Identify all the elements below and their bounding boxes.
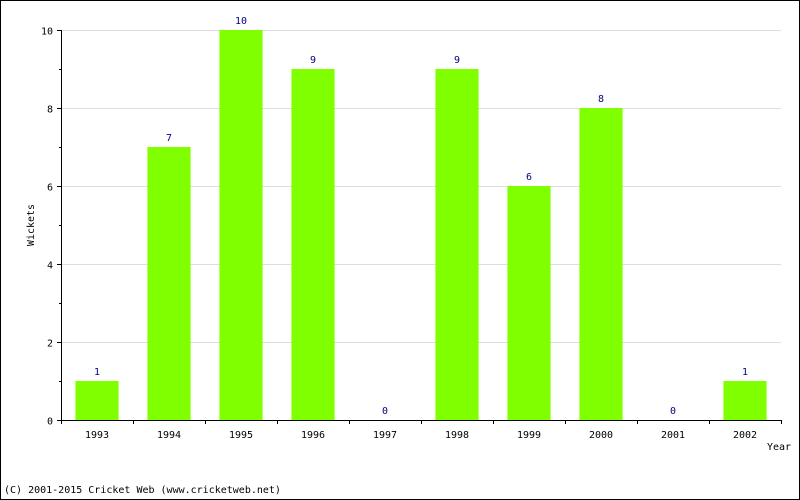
x-tick-label-1995: 1995 (229, 430, 253, 441)
y-tick-label-0: 0 (47, 417, 53, 428)
value-label-2001: 0 (670, 406, 676, 417)
x-tick-label-2000: 2000 (589, 430, 613, 441)
bar-1998 (435, 69, 479, 420)
x-ticks: 1993 1994 1995 1996 1997 1998 1999 2000 2001 2002 (85, 420, 782, 441)
bar-2000 (579, 108, 623, 420)
x-tick-label-1994: 1994 (157, 430, 181, 441)
value-label-2000: 8 (598, 94, 604, 105)
value-label-1997: 0 (382, 406, 388, 417)
y-tick-label-8: 8 (47, 105, 53, 116)
x-tick-label-1999: 1999 (517, 430, 541, 441)
bar-1999 (507, 186, 551, 420)
x-tick-label-1996: 1996 (301, 430, 325, 441)
value-labels: 1 7 10 9 0 9 6 8 0 1 (94, 16, 748, 417)
x-tick-label-2001: 2001 (661, 430, 685, 441)
copyright-footer: (C) 2001-2015 Cricket Web (www.cricketwe… (4, 485, 281, 496)
x-tick-label-1993: 1993 (85, 430, 109, 441)
bar-1996 (291, 69, 335, 420)
value-label-1994: 7 (166, 133, 172, 144)
value-label-1993: 1 (94, 367, 100, 378)
value-label-1995: 10 (235, 16, 247, 27)
bar-1994 (147, 147, 191, 420)
x-axis-title: Year (767, 442, 791, 453)
y-tick-label-4: 4 (47, 261, 53, 272)
value-label-1996: 9 (310, 55, 316, 66)
bar-1993 (75, 381, 119, 420)
y-tick-label-6: 6 (47, 183, 53, 194)
x-tick-label-1997: 1997 (373, 430, 397, 441)
y-axis-title: Wickets (26, 204, 37, 246)
y-tick-label-2: 2 (47, 339, 53, 350)
bar-2002 (723, 381, 767, 420)
x-tick-label-1998: 1998 (445, 430, 469, 441)
bar-1995 (219, 30, 263, 420)
value-label-1998: 9 (454, 55, 460, 66)
bars (75, 30, 767, 420)
value-label-1999: 6 (526, 172, 532, 183)
x-tick-label-2002: 2002 (733, 430, 757, 441)
y-tick-label-10: 10 (41, 27, 53, 38)
value-label-2002: 1 (742, 367, 748, 378)
y-ticks: 0 2 4 6 8 10 (41, 27, 61, 428)
